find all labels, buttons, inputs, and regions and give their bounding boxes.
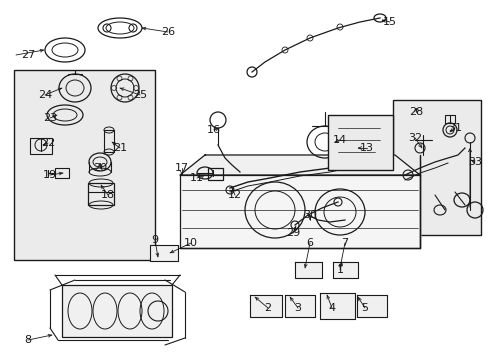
Polygon shape — [180, 155, 419, 175]
Text: 10: 10 — [183, 238, 198, 248]
Text: 1: 1 — [336, 265, 343, 275]
Bar — [150, 245, 178, 261]
Text: 31: 31 — [447, 123, 461, 133]
Text: 33: 33 — [467, 157, 481, 167]
Text: 27: 27 — [21, 50, 35, 60]
Text: 16: 16 — [206, 125, 221, 135]
Bar — [14, 70, 155, 260]
Bar — [444, 115, 454, 123]
Text: 21: 21 — [113, 143, 127, 153]
Text: 19: 19 — [43, 170, 57, 180]
Text: 18: 18 — [101, 190, 115, 200]
Text: 14: 14 — [332, 135, 346, 145]
Polygon shape — [332, 262, 357, 278]
Text: 3: 3 — [294, 303, 301, 313]
Text: 28: 28 — [408, 107, 422, 117]
Text: 9: 9 — [151, 235, 158, 245]
Text: 26: 26 — [161, 27, 175, 37]
Text: 22: 22 — [41, 138, 55, 148]
Text: 25: 25 — [133, 90, 147, 100]
Polygon shape — [294, 262, 321, 278]
Polygon shape — [319, 293, 354, 319]
Bar — [207, 168, 223, 180]
Text: 2: 2 — [264, 303, 271, 313]
Text: 4: 4 — [328, 303, 335, 313]
Bar — [55, 168, 69, 178]
Bar — [30, 138, 52, 154]
Text: 15: 15 — [382, 17, 396, 27]
Text: 7: 7 — [341, 238, 348, 248]
Text: 30: 30 — [303, 210, 316, 220]
Bar — [327, 115, 392, 170]
Text: 12: 12 — [227, 190, 242, 200]
Text: 20: 20 — [93, 163, 107, 173]
Polygon shape — [356, 295, 386, 317]
Text: 32: 32 — [407, 133, 421, 143]
Text: 11: 11 — [190, 173, 203, 183]
Text: 17: 17 — [175, 163, 189, 173]
Polygon shape — [249, 295, 282, 317]
Text: 29: 29 — [285, 228, 300, 238]
Text: 5: 5 — [361, 303, 368, 313]
Bar — [62, 285, 172, 337]
Text: 6: 6 — [306, 238, 313, 248]
Polygon shape — [285, 295, 314, 317]
Bar — [104, 130, 114, 152]
Text: 24: 24 — [38, 90, 52, 100]
Text: 23: 23 — [43, 113, 57, 123]
Text: 8: 8 — [24, 335, 32, 345]
Text: 13: 13 — [359, 143, 373, 153]
Bar — [88, 183, 114, 205]
Polygon shape — [180, 175, 419, 248]
Bar — [392, 100, 480, 235]
